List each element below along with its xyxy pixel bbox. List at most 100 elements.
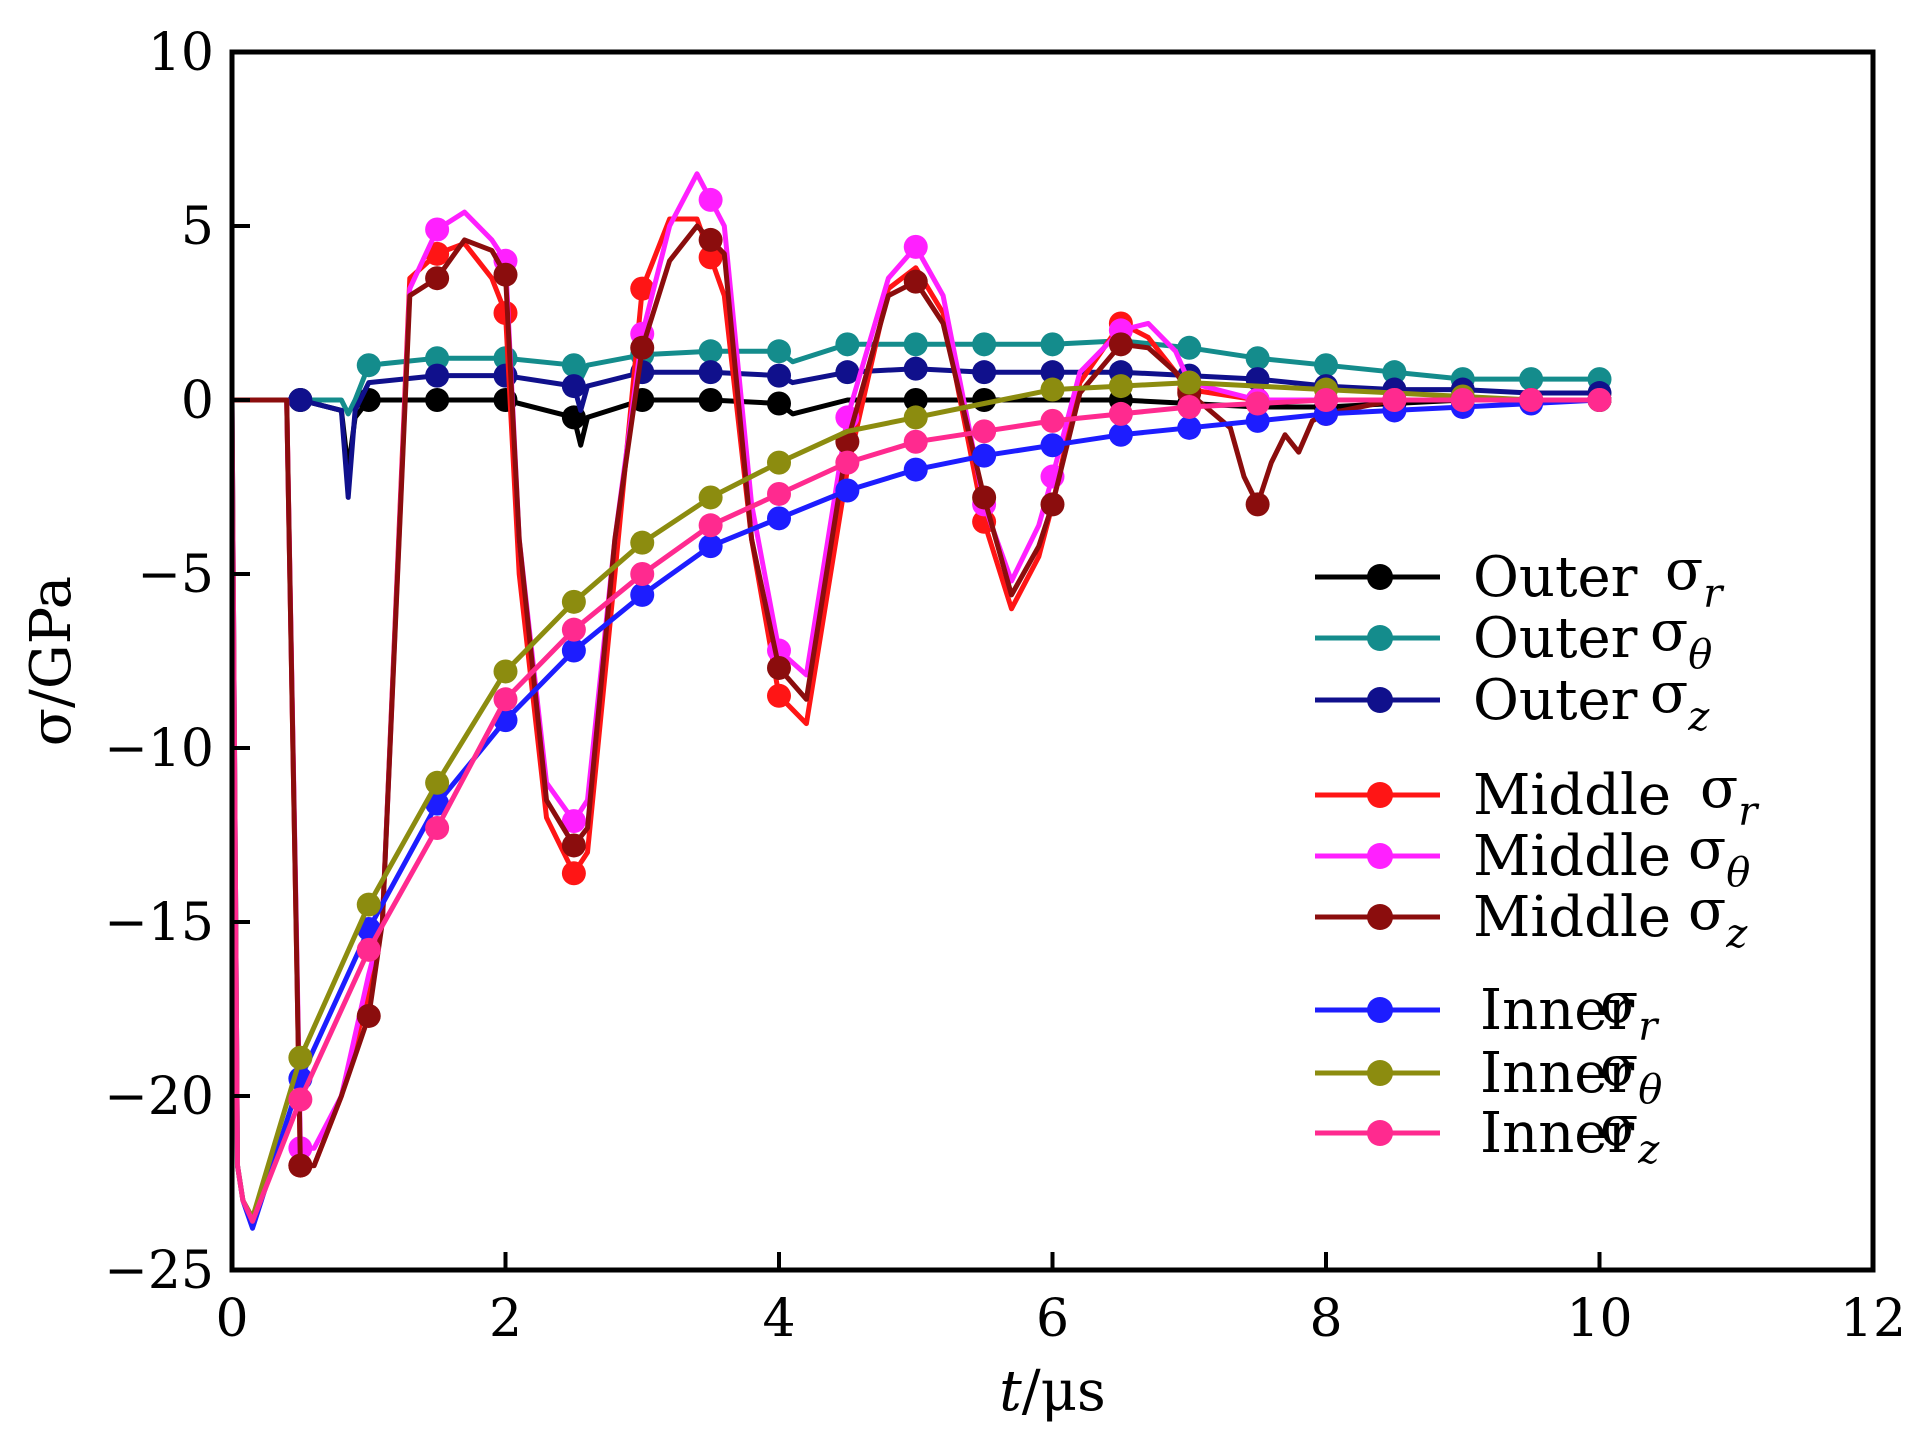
data-point <box>903 429 928 454</box>
data-point <box>561 638 586 663</box>
legend-symbol-subscript: r <box>1703 571 1725 617</box>
legend-label: Inner <box>1480 1041 1634 1106</box>
data-point <box>1519 388 1544 412</box>
legend-symbol-subscript: r <box>1738 789 1760 835</box>
data-point <box>1177 394 1202 419</box>
data-point <box>1040 377 1065 402</box>
data-point <box>288 388 313 412</box>
legend-swatch-marker <box>1367 1120 1393 1146</box>
legend-symbol: σθ <box>1650 599 1712 678</box>
data-point <box>767 450 791 475</box>
y-tick-label: 0 <box>181 371 214 431</box>
data-point <box>561 833 586 858</box>
data-point <box>767 481 791 506</box>
data-point <box>1245 408 1270 433</box>
data-point <box>767 506 791 531</box>
data-point <box>698 227 723 252</box>
data-point <box>1245 492 1270 517</box>
data-point <box>356 353 381 378</box>
data-point <box>425 363 450 388</box>
legend-swatch-marker <box>1367 997 1393 1023</box>
legend-label: Inner <box>1480 1101 1634 1166</box>
legend-symbol-subscript: θ <box>1638 1067 1662 1113</box>
y-tick-label: −20 <box>104 1067 214 1127</box>
legend-symbol-subscript: r <box>1638 1004 1660 1050</box>
legend-symbol: σr <box>1700 756 1760 835</box>
data-point <box>698 245 723 270</box>
data-point <box>698 388 723 412</box>
y-tick-label: −5 <box>137 545 214 605</box>
data-point <box>903 356 928 381</box>
legend-symbol-subscript: θ <box>1688 632 1712 678</box>
data-point <box>425 217 450 242</box>
legend-swatch-marker <box>1367 782 1393 808</box>
legend-symbol-sigma: σ <box>1688 817 1726 882</box>
data-point <box>835 450 860 475</box>
legend-symbol: σθ <box>1688 817 1750 896</box>
data-point <box>767 391 791 416</box>
data-point <box>425 770 450 795</box>
x-tick-label: 2 <box>489 1289 522 1349</box>
legend-item: Outer σr <box>1315 538 1725 617</box>
data-point <box>630 335 655 360</box>
legend-symbol-sigma: σ <box>1650 661 1688 726</box>
legend-symbol-subscript: z <box>1637 1127 1660 1173</box>
data-point <box>1177 335 1202 360</box>
data-point <box>288 1045 313 1070</box>
series-7 <box>232 388 1612 1231</box>
data-point <box>903 332 928 357</box>
legend-item: Middle σz <box>1315 878 1748 957</box>
legend-swatch-marker <box>1367 625 1393 651</box>
data-point <box>1314 353 1338 378</box>
data-point <box>425 346 450 371</box>
series-layer <box>232 171 1612 1231</box>
data-point <box>630 276 655 301</box>
data-point <box>698 534 723 559</box>
data-point <box>1314 388 1338 412</box>
data-point <box>1108 332 1133 357</box>
data-point <box>561 809 586 834</box>
data-point <box>972 485 997 510</box>
y-tick-label: 5 <box>181 197 214 257</box>
data-point <box>767 339 791 364</box>
data-point <box>356 937 381 962</box>
x-axis-title: t/μs <box>999 1359 1106 1424</box>
series-line <box>232 223 1600 1169</box>
data-point <box>1040 332 1065 357</box>
legend-swatch-marker <box>1367 904 1393 930</box>
legend-symbol-subscript: z <box>1687 694 1710 740</box>
data-point <box>1450 388 1475 412</box>
data-point <box>630 562 655 586</box>
data-point <box>493 659 518 684</box>
data-point <box>903 405 928 430</box>
y-tick-label: 10 <box>148 23 214 83</box>
data-point <box>1040 360 1065 385</box>
x-tick-label: 10 <box>1566 1289 1632 1349</box>
data-point <box>903 269 928 294</box>
data-point <box>903 388 928 412</box>
data-point <box>767 655 791 680</box>
series-line <box>232 171 1600 1151</box>
legend-swatch-marker <box>1367 1060 1393 1086</box>
data-point <box>835 478 860 503</box>
data-point <box>356 892 381 917</box>
data-point <box>561 861 586 886</box>
data-point <box>1040 433 1065 458</box>
data-point <box>1519 367 1544 392</box>
data-point <box>1177 415 1202 440</box>
y-axis-title: σ/GPa <box>19 576 84 746</box>
data-point <box>561 617 586 642</box>
data-point <box>698 339 723 364</box>
legend-symbol: σθ <box>1600 1034 1662 1113</box>
data-point <box>835 332 860 357</box>
legend-symbol-sigma: σ <box>1600 1094 1638 1159</box>
legend-swatch-marker <box>1367 687 1393 713</box>
data-point <box>1108 422 1133 447</box>
legend-symbol: σr <box>1600 971 1660 1050</box>
legend-symbol: σz <box>1688 878 1748 957</box>
legend-swatch-marker <box>1367 564 1393 590</box>
ticks-layer: 0 2 4 6 8 10 12 −25 −20 −15 −10 −5 0 5 10 <box>104 23 1906 1349</box>
